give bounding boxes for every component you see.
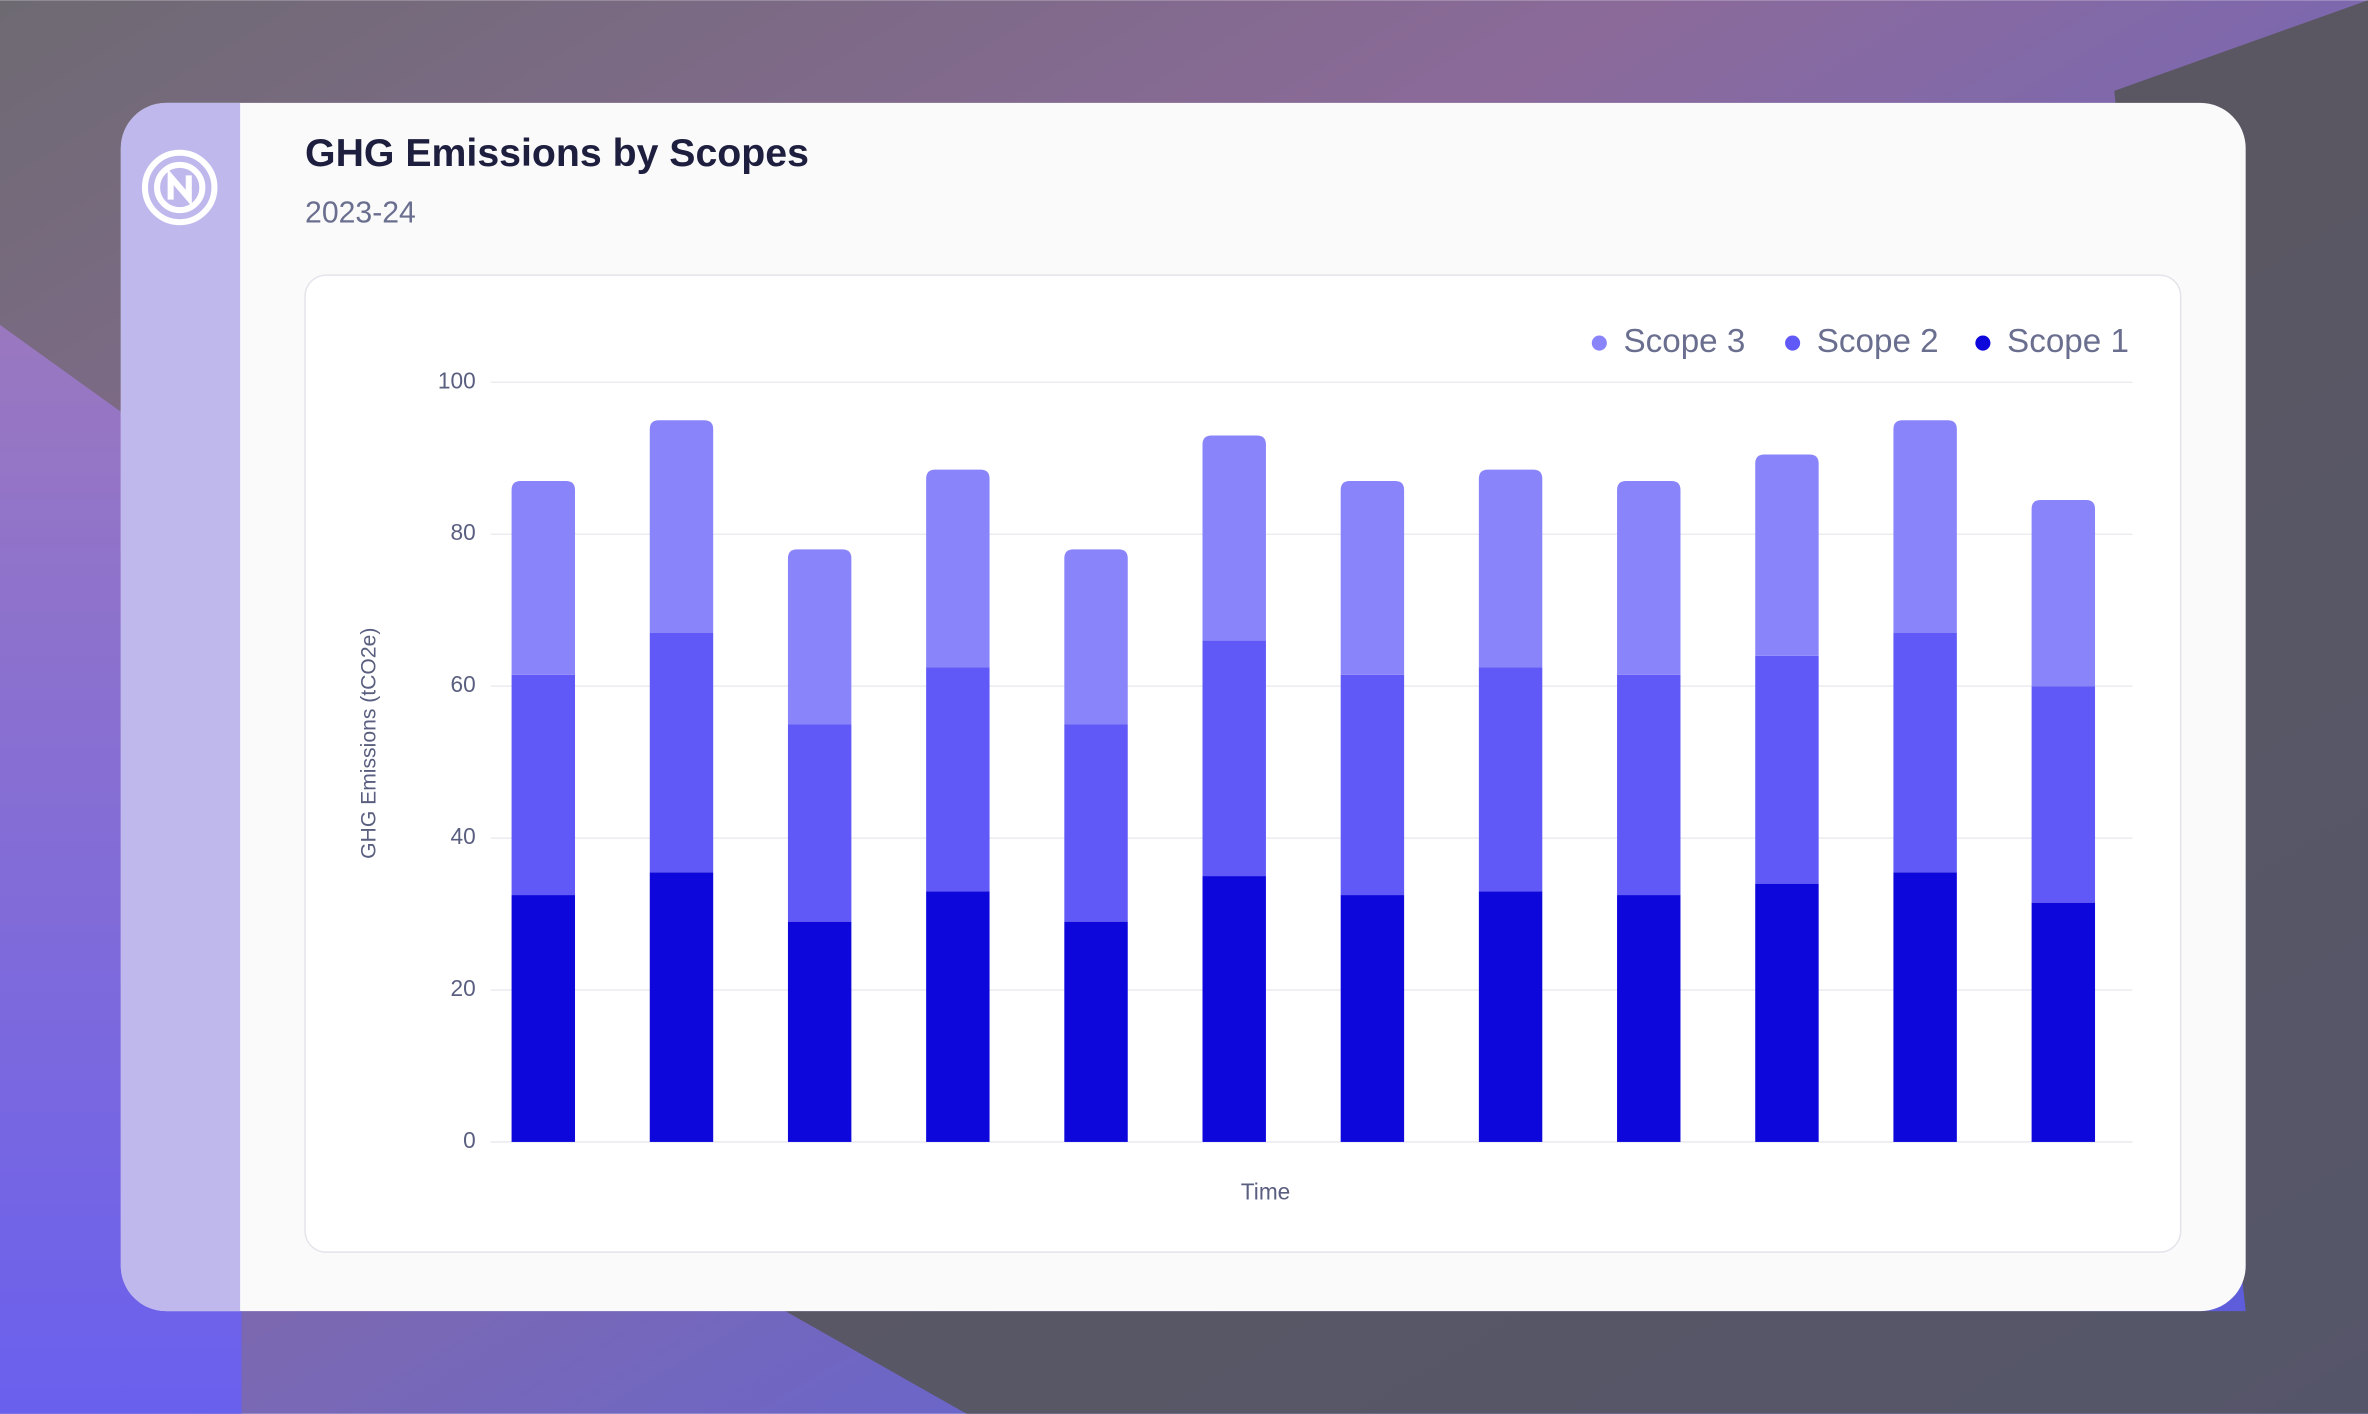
y-tick-label: 100 bbox=[438, 367, 476, 393]
bar-segment bbox=[511, 674, 576, 896]
bar-segment bbox=[649, 872, 714, 1142]
bar-segment bbox=[2031, 686, 2096, 903]
bar-segment bbox=[787, 921, 852, 1142]
chart-title: GHG Emissions by Scopes bbox=[305, 131, 809, 175]
bar-segment bbox=[1340, 674, 1405, 896]
sidebar bbox=[120, 102, 241, 1312]
bar-segment bbox=[1755, 655, 1819, 884]
y-tick-label: 60 bbox=[451, 671, 476, 697]
bar-segment bbox=[1893, 632, 1957, 873]
bar-segment bbox=[511, 895, 576, 1142]
y-tick-label: 0 bbox=[463, 1127, 476, 1153]
bar-segment bbox=[926, 469, 990, 668]
bar-segment bbox=[1478, 891, 1543, 1142]
legend-marker bbox=[1975, 335, 1991, 351]
bar-segment bbox=[1755, 883, 1819, 1142]
bar-segment bbox=[1617, 481, 1681, 675]
bar-segment bbox=[787, 724, 852, 922]
bar-segment bbox=[1340, 895, 1405, 1142]
legend-marker bbox=[1591, 335, 1607, 351]
bar-segment bbox=[2031, 902, 2096, 1142]
chart-subtitle: 2023-24 bbox=[305, 197, 416, 230]
bar-segment bbox=[1064, 549, 1128, 725]
bar-segment bbox=[1064, 921, 1128, 1142]
bar-segment bbox=[1202, 640, 1266, 877]
bar-segment bbox=[1893, 872, 1957, 1142]
bar-segment bbox=[926, 891, 990, 1142]
bar-segment bbox=[1340, 481, 1405, 675]
bar-segment bbox=[1617, 895, 1681, 1142]
logo bbox=[141, 149, 218, 226]
y-tick-label: 40 bbox=[451, 823, 476, 849]
y-tick-label: 20 bbox=[451, 975, 476, 1001]
legend-label: Scope 3 bbox=[1623, 323, 1745, 360]
y-tick-label: 80 bbox=[451, 519, 476, 545]
bar-segment bbox=[1202, 435, 1266, 641]
legend-marker bbox=[1785, 335, 1801, 351]
bar-segment bbox=[1893, 420, 1957, 633]
bar-segment bbox=[787, 549, 852, 725]
bar-segment bbox=[511, 481, 576, 675]
legend-label: Scope 1 bbox=[2007, 323, 2129, 360]
bar-segment bbox=[1478, 469, 1543, 668]
bar-segment bbox=[1478, 667, 1543, 892]
bar-segment bbox=[649, 420, 714, 633]
bar-segment bbox=[1202, 876, 1266, 1142]
bar-segment bbox=[1064, 724, 1128, 922]
bar-segment bbox=[2031, 500, 2096, 687]
bar-segment bbox=[649, 632, 714, 873]
legend-label: Scope 2 bbox=[1817, 323, 1939, 360]
bar-segment bbox=[1617, 674, 1681, 896]
bar-segment bbox=[926, 667, 990, 892]
bar-segment bbox=[1755, 454, 1819, 656]
x-axis-label: Time bbox=[1241, 1178, 1290, 1204]
y-axis-label: GHG Emissions (tCO2e) bbox=[358, 628, 381, 859]
